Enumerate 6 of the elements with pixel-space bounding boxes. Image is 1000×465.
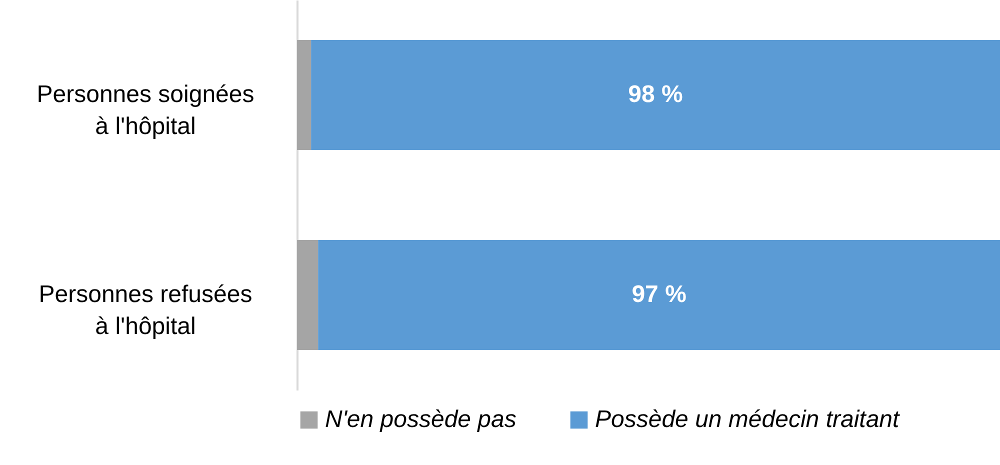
data-label: 98 % bbox=[628, 81, 683, 108]
y-tick-label: Personnes refusées à l'hôpital bbox=[38, 281, 252, 340]
y-tick-label: Personnes soignées à l'hôpital bbox=[36, 81, 254, 140]
legend-label: N'en possède pas bbox=[325, 406, 516, 433]
data-label: 97 % bbox=[632, 281, 686, 308]
legend-label: Possède un médecin traitant bbox=[595, 406, 901, 433]
